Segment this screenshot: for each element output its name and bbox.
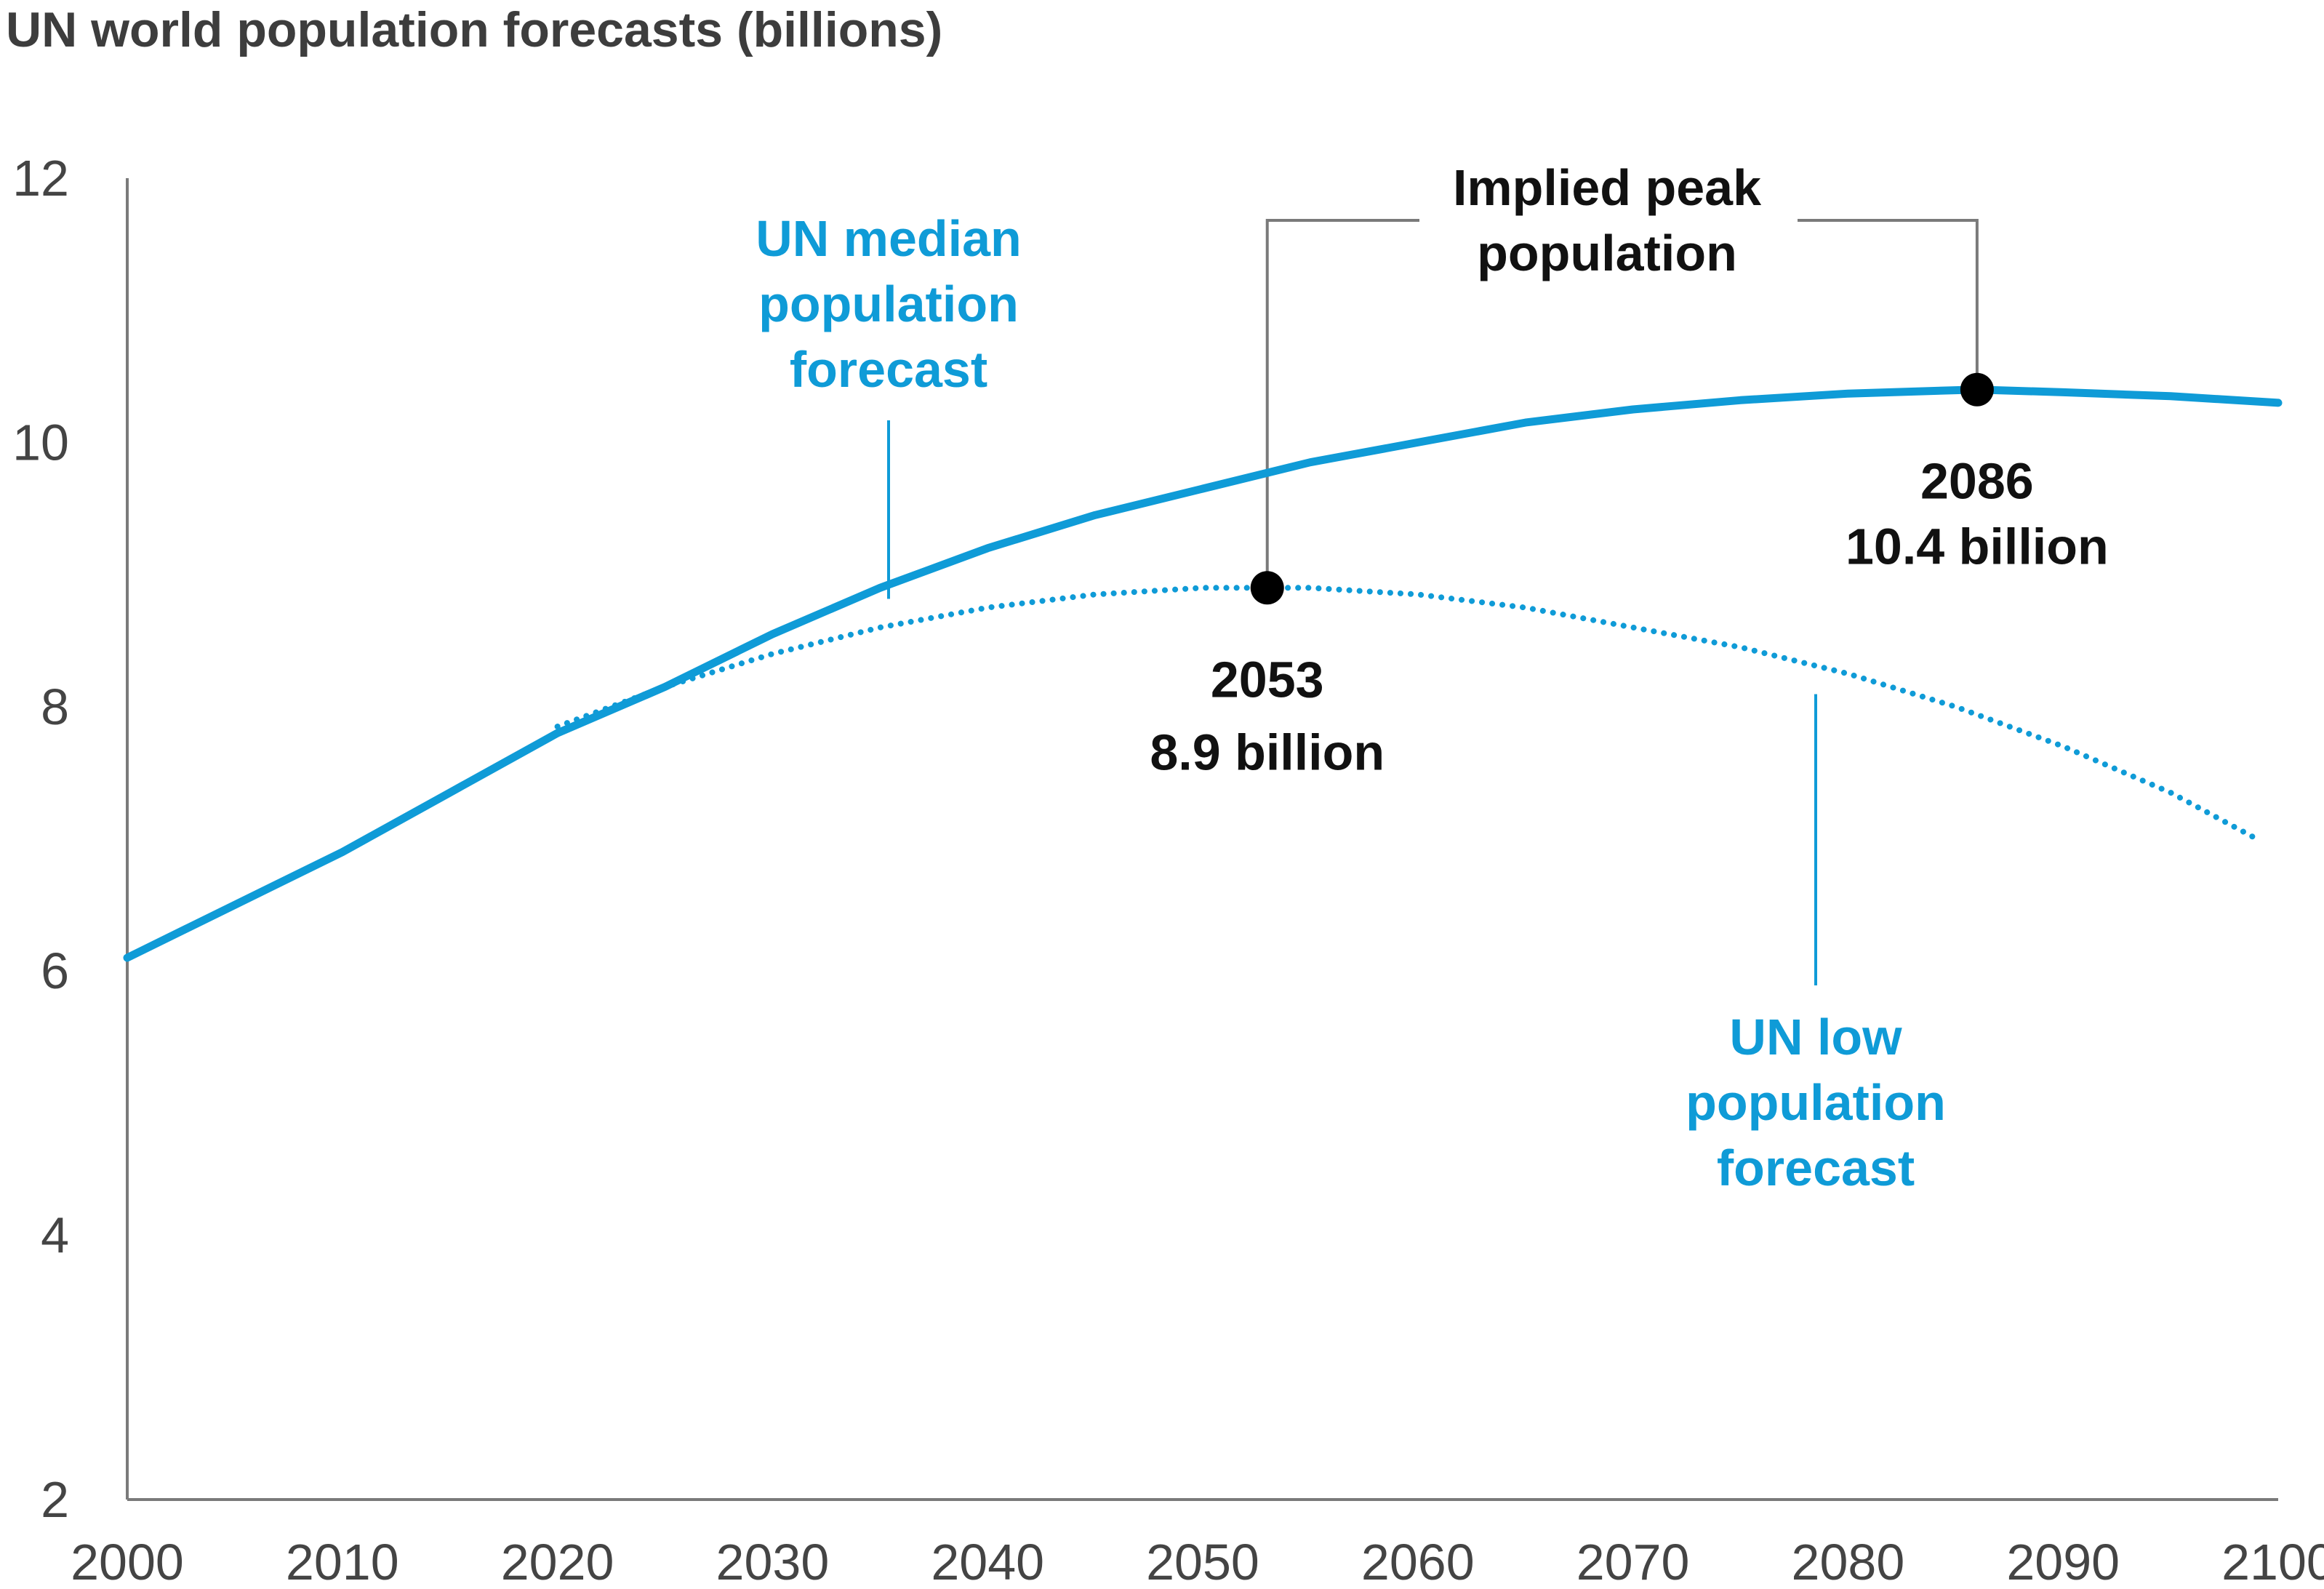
y-tick-label-10: 10: [12, 414, 69, 471]
series-label-median-line-1: UN median: [756, 210, 1022, 267]
x-tick-label-2010: 2010: [286, 1534, 399, 1589]
series-label-low-line-2: population: [1686, 1074, 1946, 1131]
peak-markers: [1250, 372, 1994, 605]
y-tick-label-2: 2: [41, 1471, 69, 1528]
y-tick-label-6: 6: [41, 942, 69, 999]
series-line-low: [554, 585, 2260, 842]
axes: [126, 178, 2278, 1501]
peak-year-label-2086: 2086: [1920, 453, 2034, 510]
y-tick-label-8: 8: [41, 679, 69, 735]
peak-value-label-2086: 10.4 billion: [1846, 519, 2109, 575]
x-tick-label-2040: 2040: [931, 1534, 1044, 1589]
series-label-median-line-3: forecast: [790, 341, 987, 398]
series-label-low-line-3: forecast: [1717, 1140, 1915, 1196]
peak-bracket-left: [1265, 219, 1419, 572]
series-label-low-line-1: UN low: [1729, 1009, 1902, 1065]
series-line-median: [123, 385, 2283, 962]
peak-header-line-1: Implied peak: [1453, 159, 1761, 216]
peak-marker-2086: [1960, 372, 1994, 407]
x-tick-label-2000: 2000: [71, 1534, 184, 1589]
x-tick-label-2090: 2090: [2006, 1534, 2120, 1589]
chart-labels: UN median population forecast UN low populat…: [756, 159, 2109, 1196]
x-tick-label-2050: 2050: [1146, 1534, 1259, 1589]
peak-bracket-right: [1798, 219, 1979, 374]
series-lines: [123, 385, 2283, 962]
peak-header-line-2: population: [1477, 225, 1737, 281]
x-tick-label-2020: 2020: [501, 1534, 614, 1589]
x-tick-label-2030: 2030: [716, 1534, 830, 1589]
x-tick-label-2070: 2070: [1576, 1534, 1690, 1589]
series-label-median-line-2: population: [758, 276, 1019, 332]
x-tick-label-2100: 2100: [2221, 1534, 2324, 1589]
leader-lines: [887, 219, 1979, 985]
y-tick-label-4: 4: [41, 1207, 69, 1264]
chart-title: UN world population forecasts (billions): [6, 2, 943, 57]
x-tick-label-2080: 2080: [1792, 1534, 1905, 1589]
tick-labels: 2 4 6 8 10 12 2000 2010 2020 2030 2040 2050 2060 2070…: [12, 150, 2324, 1589]
y-tick-label-12: 12: [12, 150, 69, 207]
peak-value-label-2053: 8.9 billion: [1150, 724, 1385, 780]
peak-year-label-2053: 2053: [1211, 651, 1324, 708]
peak-marker-2053: [1250, 571, 1284, 605]
x-tick-label-2060: 2060: [1361, 1534, 1475, 1589]
